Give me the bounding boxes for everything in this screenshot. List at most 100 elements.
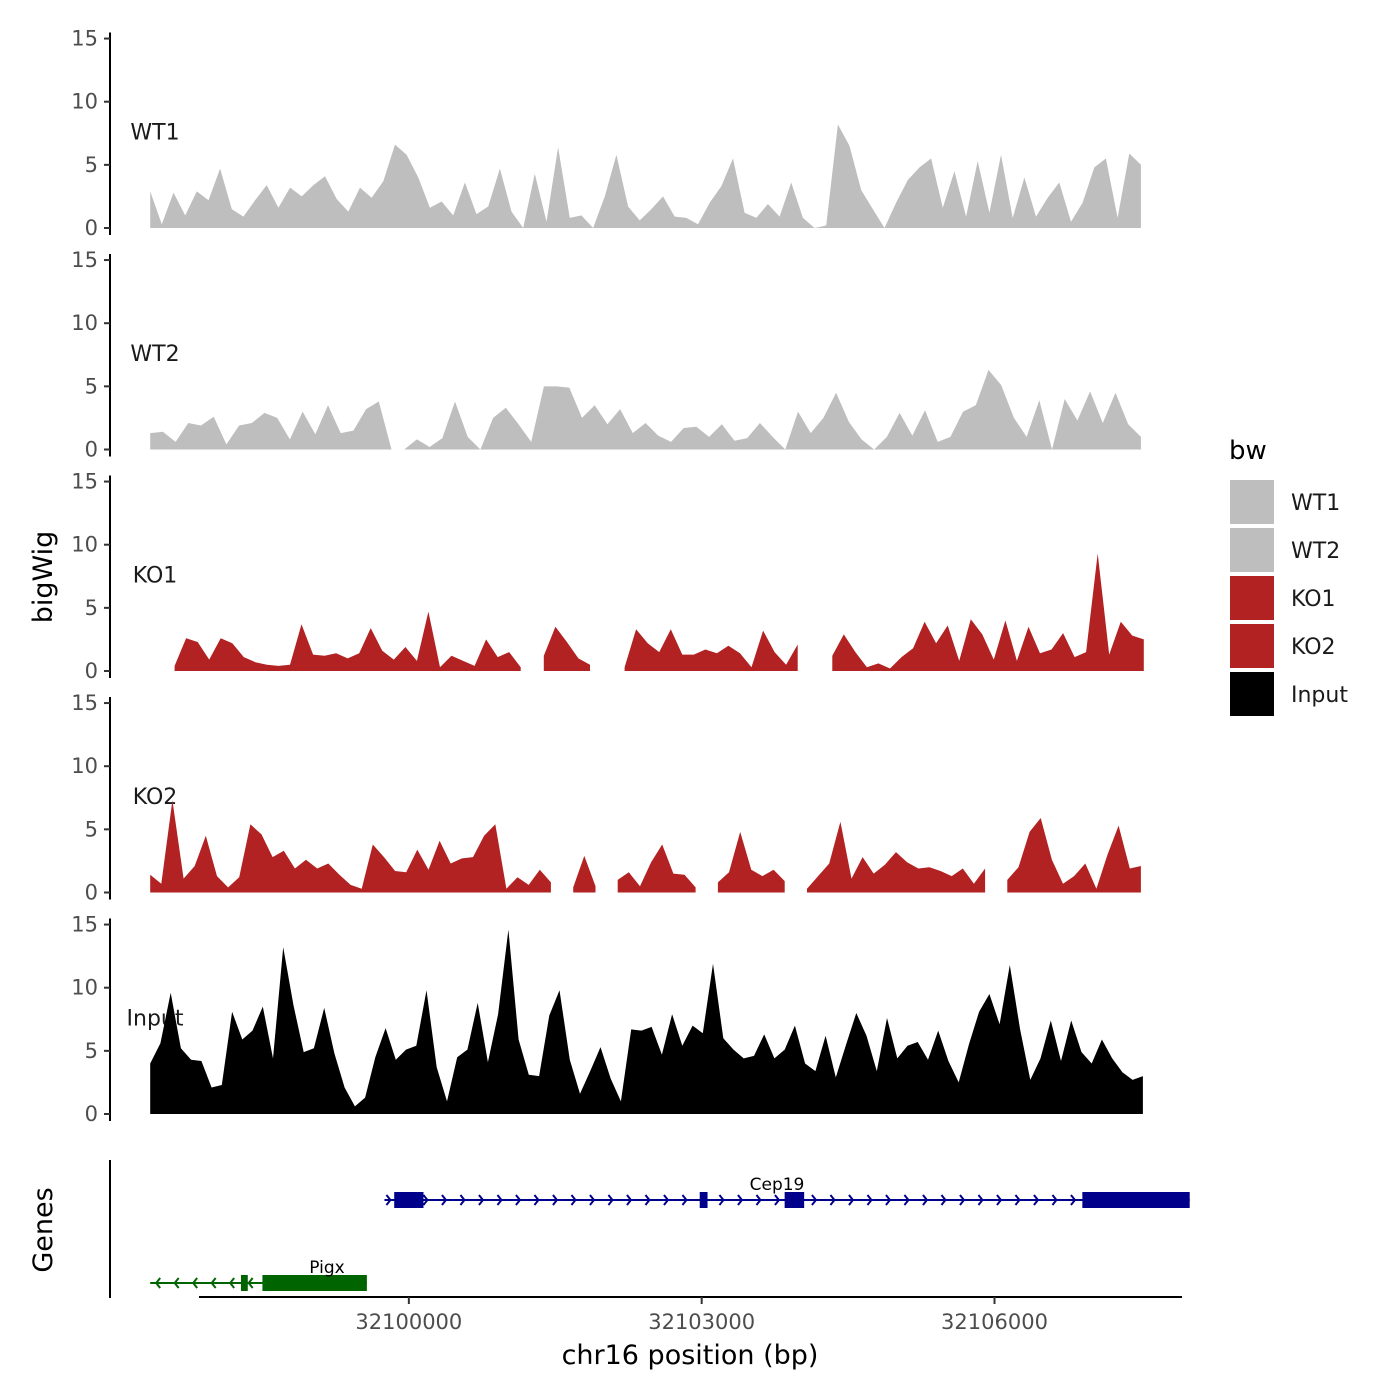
gene-track-title: Genes: [28, 1187, 59, 1272]
strand-chevron: [848, 1194, 855, 1206]
legend-label-wt2: WT2: [1291, 539, 1340, 564]
strand-chevron: [644, 1194, 651, 1206]
strand-chevron: [570, 1194, 577, 1206]
gene-pigx: Pigx: [150, 1258, 367, 1291]
strand-chevron: [589, 1194, 596, 1206]
y-tick-label: 5: [85, 153, 98, 177]
legend-swatch-wt2: [1230, 528, 1274, 572]
legend-swatch-ko2: [1230, 624, 1274, 668]
strand-chevron: [210, 1277, 217, 1289]
gene-exon: [394, 1192, 424, 1208]
gene-exon: [699, 1192, 708, 1208]
y-tick-label: 15: [71, 691, 98, 715]
coverage-tracks: 0 5 10 15 WT1 0 5 10 15 WT2 0 5 10 15 KO1 0 5 10 15 KO2 0 5 10…: [71, 27, 1144, 1126]
coverage-area: [150, 369, 1141, 450]
track-ko1: 0 5 10 15 KO1: [71, 470, 1144, 683]
track-wt1: 0 5 10 15 WT1: [71, 27, 1141, 240]
track-label: KO2: [133, 785, 178, 810]
strand-chevron: [977, 1194, 984, 1206]
strand-chevron: [774, 1194, 781, 1206]
strand-chevron: [422, 1194, 429, 1206]
strand-chevron: [663, 1194, 670, 1206]
y-tick-label: 10: [71, 754, 98, 778]
strand-chevron: [552, 1194, 559, 1206]
y-tick-label: 0: [85, 659, 98, 683]
strand-chevron: [959, 1194, 966, 1206]
coverage-area: [150, 124, 1141, 228]
coverage-area: [832, 553, 1144, 671]
strand-chevron: [866, 1194, 873, 1206]
y-tick-label: 15: [71, 248, 98, 272]
strand-chevron: [515, 1194, 522, 1206]
gene-exon: [784, 1192, 805, 1208]
y-axis-title: bigWig: [28, 531, 59, 624]
strand-chevron: [755, 1194, 762, 1206]
strand-chevron: [441, 1194, 448, 1206]
strand-chevron: [811, 1194, 818, 1206]
y-tick-label: 5: [85, 817, 98, 841]
x-axis: 32100000 32103000 32106000: [199, 1296, 1182, 1334]
strand-chevron: [829, 1194, 836, 1206]
coverage-area: [543, 626, 590, 671]
strand-chevron: [922, 1194, 929, 1206]
strand-chevron: [626, 1194, 633, 1206]
legend-swatch-wt1: [1230, 480, 1274, 524]
strand-chevron: [385, 1194, 392, 1206]
strand-chevron: [154, 1277, 161, 1289]
legend-label-ko1: KO1: [1291, 587, 1336, 612]
legend-label-ko2: KO2: [1291, 635, 1336, 660]
strand-chevron: [903, 1194, 910, 1206]
strand-chevron: [533, 1194, 540, 1206]
strand-chevron: [681, 1194, 688, 1206]
y-tick-label: 15: [71, 913, 98, 937]
legend: bw WT1 WT2 KO1 KO2 Input: [1229, 436, 1348, 716]
strand-chevron: [191, 1277, 198, 1289]
strand-chevron: [496, 1194, 503, 1206]
track-label: WT2: [130, 342, 179, 367]
strand-chevron: [885, 1194, 892, 1206]
strand-chevron: [1014, 1194, 1021, 1206]
coverage-area: [174, 611, 521, 671]
track-wt2: 0 5 10 15 WT2: [71, 248, 1141, 462]
strand-chevron: [173, 1277, 180, 1289]
y-tick-label: 15: [71, 27, 98, 51]
strand-chevron: [737, 1194, 744, 1206]
y-tick-label: 10: [71, 976, 98, 1000]
y-tick-label: 0: [85, 438, 98, 462]
gene-exon: [1082, 1192, 1190, 1208]
y-tick-label: 5: [85, 374, 98, 398]
y-tick-label: 10: [71, 311, 98, 335]
x-tick-label: 32100000: [355, 1310, 462, 1334]
coverage-area: [807, 821, 986, 893]
strand-chevron: [459, 1194, 466, 1206]
gene-cep19: Cep19: [384, 1175, 1190, 1208]
coverage-area: [1007, 818, 1141, 893]
y-tick-label: 0: [85, 216, 98, 240]
coverage-area: [617, 844, 696, 893]
coverage-area: [624, 629, 798, 671]
coverage-area: [717, 831, 785, 893]
y-tick-label: 15: [71, 470, 98, 494]
coverage-area: [150, 929, 1143, 1114]
y-tick-label: 0: [85, 1102, 98, 1126]
y-tick-label: 10: [71, 90, 98, 114]
x-tick-label: 32106000: [941, 1310, 1048, 1334]
strand-chevron: [1051, 1194, 1058, 1206]
legend-label-wt1: WT1: [1291, 491, 1340, 516]
legend-title: bw: [1229, 436, 1267, 466]
strand-chevron: [607, 1194, 614, 1206]
coverage-area: [573, 855, 596, 893]
legend-label-input: Input: [1291, 683, 1348, 708]
strand-chevron: [1070, 1194, 1077, 1206]
strand-chevron: [718, 1194, 725, 1206]
y-tick-label: 10: [71, 533, 98, 557]
strand-chevron: [940, 1194, 947, 1206]
track-ko2: 0 5 10 15 KO2: [71, 691, 1141, 905]
gene-label: Cep19: [750, 1175, 805, 1195]
track-label: KO1: [133, 564, 178, 589]
strand-chevron: [1033, 1194, 1040, 1206]
track-label: WT1: [130, 121, 179, 146]
coverage-area: [150, 800, 551, 893]
